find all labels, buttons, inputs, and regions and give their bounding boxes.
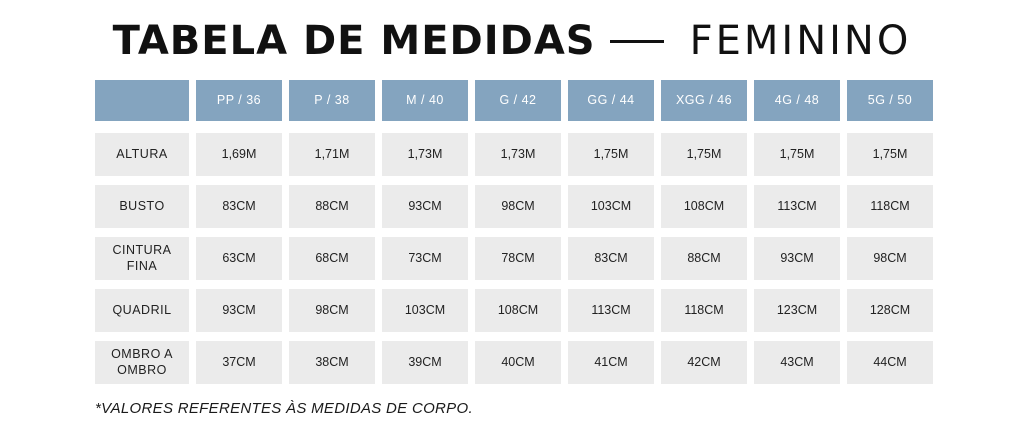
title-subtitle: FEMININO <box>689 18 912 64</box>
measurement-value: 42CM <box>661 341 747 384</box>
size-table: PP / 36 P / 38 M / 40 G / 42 GG / 44 XGG / 46… <box>95 80 933 384</box>
measurement-value: 103CM <box>568 185 654 228</box>
measurement-value: 118CM <box>847 185 933 228</box>
measurement-value: 68CM <box>289 237 375 280</box>
measurement-value: 128CM <box>847 289 933 332</box>
measurement-value: 38CM <box>289 341 375 384</box>
measurement-label: CINTURA FINA <box>95 237 189 280</box>
table-corner-cell <box>95 80 189 121</box>
measurement-value: 37CM <box>196 341 282 384</box>
measurement-value: 98CM <box>289 289 375 332</box>
measurement-value: 88CM <box>661 237 747 280</box>
measurement-value: 1,69M <box>196 133 282 176</box>
size-header: XGG / 46 <box>661 80 747 121</box>
footnote: *VALORES REFERENTES ÀS MEDIDAS DE CORPO. <box>95 400 473 417</box>
measurement-value: 41CM <box>568 341 654 384</box>
page-title: TABELA DE MEDIDAS FEMININO <box>0 14 1024 68</box>
title-divider <box>609 39 664 43</box>
measurement-value: 103CM <box>382 289 468 332</box>
measurement-value: 1,75M <box>847 133 933 176</box>
measurement-value: 1,75M <box>661 133 747 176</box>
measurement-value: 63CM <box>196 237 282 280</box>
measurement-label: ALTURA <box>95 133 189 176</box>
measurement-value: 108CM <box>661 185 747 228</box>
measurement-value: 83CM <box>196 185 282 228</box>
measurement-value: 78CM <box>475 237 561 280</box>
measurement-value: 1,73M <box>382 133 468 176</box>
measurement-value: 98CM <box>847 237 933 280</box>
size-header: M / 40 <box>382 80 468 121</box>
measurement-value: 113CM <box>568 289 654 332</box>
measurement-value: 98CM <box>475 185 561 228</box>
measurement-value: 1,71M <box>289 133 375 176</box>
measurement-value: 83CM <box>568 237 654 280</box>
measurement-value: 93CM <box>754 237 840 280</box>
measurement-label: BUSTO <box>95 185 189 228</box>
measurement-label: OMBRO A OMBRO <box>95 341 189 384</box>
measurement-value: 44CM <box>847 341 933 384</box>
size-header: P / 38 <box>289 80 375 121</box>
title-main: TABELA DE MEDIDAS <box>112 18 596 64</box>
measurement-value: 123CM <box>754 289 840 332</box>
size-header: PP / 36 <box>196 80 282 121</box>
size-header: 4G / 48 <box>754 80 840 121</box>
measurement-value: 1,73M <box>475 133 561 176</box>
measurement-value: 93CM <box>196 289 282 332</box>
measurement-value: 93CM <box>382 185 468 228</box>
size-header: GG / 44 <box>568 80 654 121</box>
measurement-value: 118CM <box>661 289 747 332</box>
measurement-value: 1,75M <box>754 133 840 176</box>
measurement-value: 73CM <box>382 237 468 280</box>
size-header: 5G / 50 <box>847 80 933 121</box>
measurement-value: 88CM <box>289 185 375 228</box>
measurement-value: 108CM <box>475 289 561 332</box>
size-header: G / 42 <box>475 80 561 121</box>
measurement-value: 43CM <box>754 341 840 384</box>
measurement-value: 1,75M <box>568 133 654 176</box>
measurement-value: 39CM <box>382 341 468 384</box>
measurement-value: 40CM <box>475 341 561 384</box>
measurement-value: 113CM <box>754 185 840 228</box>
measurement-label: QUADRIL <box>95 289 189 332</box>
